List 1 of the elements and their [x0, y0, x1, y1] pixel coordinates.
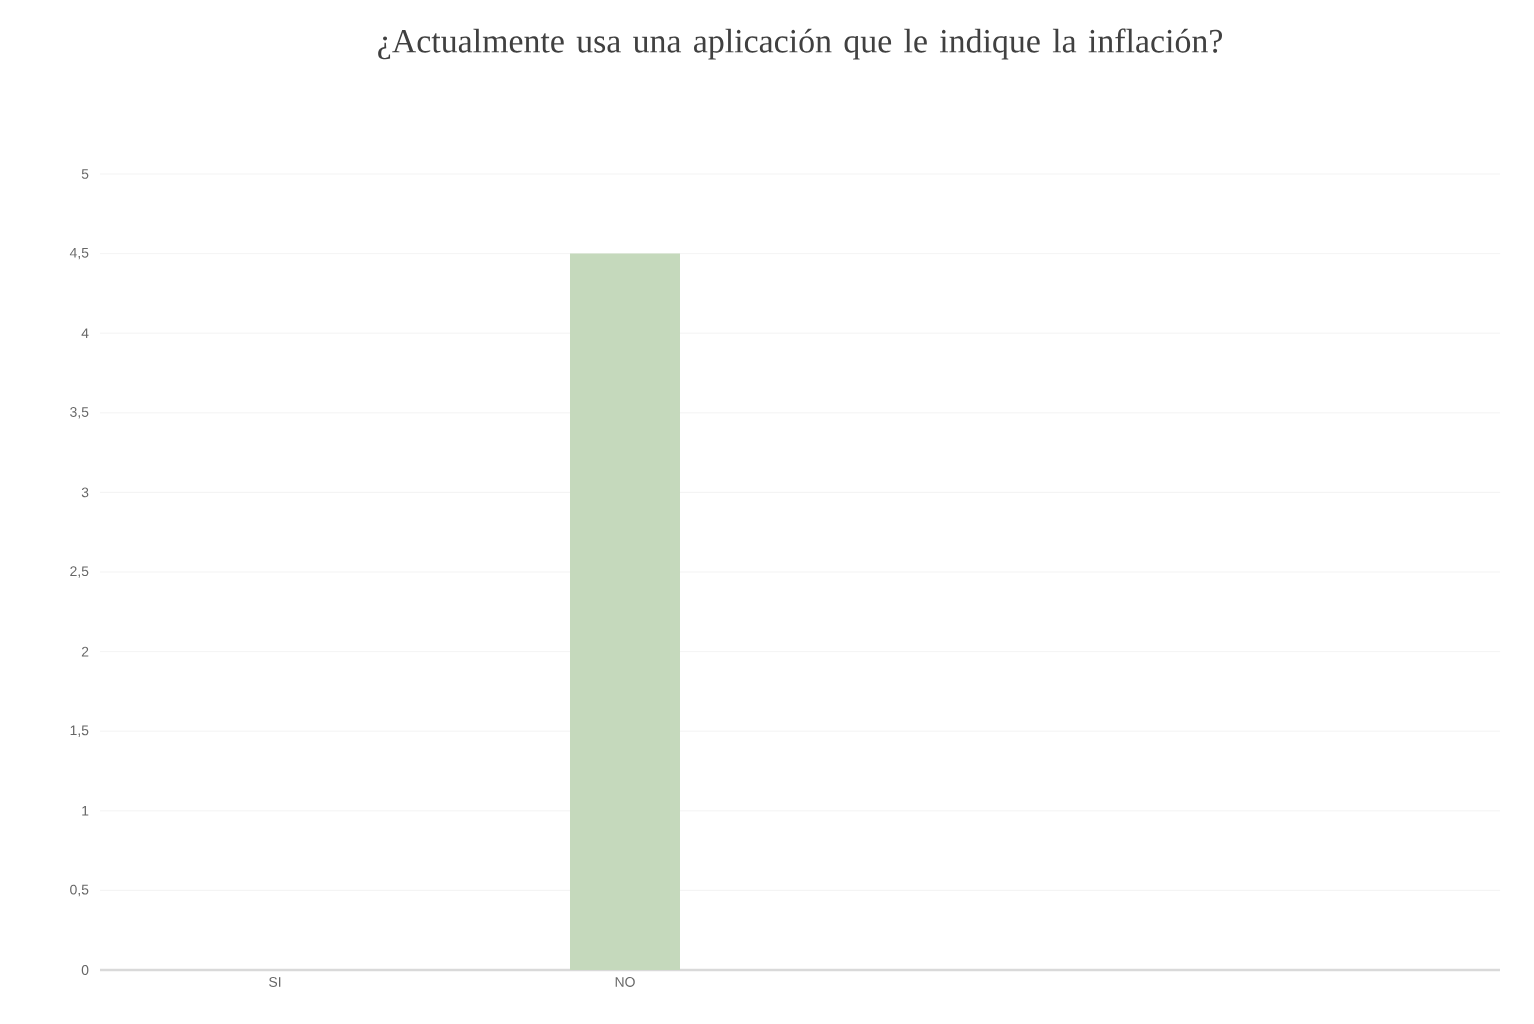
- chart-title: ¿Actualmente usa una aplicación que le indique la inflación?: [378, 28, 1223, 60]
